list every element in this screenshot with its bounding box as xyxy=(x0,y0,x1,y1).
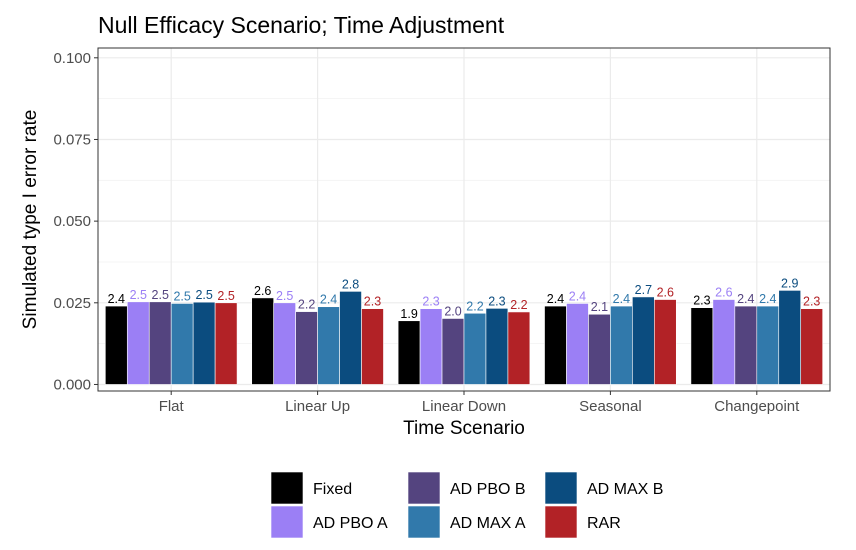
legend-label: AD PBO A xyxy=(313,515,388,532)
bar xyxy=(485,308,509,385)
bar xyxy=(654,299,677,385)
data-label: 2.3 xyxy=(364,295,381,309)
bar xyxy=(544,305,567,385)
x-tick-label: Linear Up xyxy=(285,398,350,415)
legend-label: AD MAX B xyxy=(587,481,663,498)
data-label: 2.6 xyxy=(657,286,674,300)
data-label: 2.5 xyxy=(195,288,212,302)
bar xyxy=(214,302,238,385)
data-label: 2.2 xyxy=(466,299,483,313)
legend-key xyxy=(270,505,304,539)
legend-item: AD PBO B xyxy=(407,471,526,505)
legend-key xyxy=(270,471,304,505)
data-label: 2.7 xyxy=(635,283,652,297)
bar xyxy=(148,301,172,385)
bar xyxy=(105,305,128,385)
bar xyxy=(295,311,318,385)
data-label: 2.5 xyxy=(173,289,190,303)
data-label: 2.4 xyxy=(759,292,776,306)
data-label: 2.4 xyxy=(547,292,564,306)
bar xyxy=(361,308,384,385)
x-axis-title: Time Scenario xyxy=(403,418,525,439)
legend-item: AD MAX B xyxy=(544,471,663,505)
data-label: 2.3 xyxy=(803,295,820,309)
bar xyxy=(778,290,802,385)
bar xyxy=(690,307,714,385)
bar xyxy=(507,311,531,385)
y-tick-label: 0.025 xyxy=(53,295,91,312)
data-label: 2.4 xyxy=(569,289,586,303)
data-label: 1.9 xyxy=(400,307,417,321)
bar xyxy=(566,303,589,385)
legend-item: AD PBO A xyxy=(270,505,388,539)
x-tick-label: Changepoint xyxy=(714,398,800,415)
legend-item: RAR xyxy=(544,505,621,539)
x-tick-label: Seasonal xyxy=(579,398,642,415)
y-tick-label: 0.100 xyxy=(53,50,91,67)
data-label: 2.2 xyxy=(510,298,527,312)
legend-label: RAR xyxy=(587,515,621,532)
data-label: 2.6 xyxy=(254,284,271,298)
bar xyxy=(441,318,465,385)
legend-key xyxy=(544,505,578,539)
data-label: 2.4 xyxy=(108,292,125,306)
bar xyxy=(419,308,443,385)
data-label: 2.6 xyxy=(715,286,732,300)
bar xyxy=(588,313,611,385)
data-label: 2.4 xyxy=(737,292,754,306)
bar xyxy=(251,297,274,385)
data-label: 2.2 xyxy=(298,298,315,312)
bar xyxy=(712,299,736,385)
data-label: 2.5 xyxy=(276,289,293,303)
data-label: 2.4 xyxy=(320,293,337,307)
legend-key xyxy=(544,471,578,505)
legend-key xyxy=(407,505,441,539)
bar xyxy=(339,291,362,385)
data-label: 2.5 xyxy=(130,288,147,302)
x-axis: Flat Linear Up Linear Down Seasonal Changepo… xyxy=(159,391,800,415)
data-label: 2.5 xyxy=(152,288,169,302)
data-label: 2.3 xyxy=(488,294,505,308)
bar xyxy=(610,305,633,385)
data-label: 2.1 xyxy=(591,300,608,314)
data-label: 2.0 xyxy=(444,304,461,318)
data-labels: 2.4 2.5 2.5 2.5 2.5 2.5 2.6 2.5 2.2 2.4 2.8 2.3 1.9 2… xyxy=(108,276,821,320)
bar xyxy=(632,296,655,385)
bar xyxy=(734,305,758,385)
bar xyxy=(273,302,296,385)
bar xyxy=(170,303,194,385)
bar xyxy=(800,308,823,385)
data-label: 2.3 xyxy=(693,294,710,308)
legend-item: AD MAX A xyxy=(407,505,526,539)
y-tick-label: 0.075 xyxy=(53,131,91,148)
bar xyxy=(317,306,340,385)
legend-label: AD MAX A xyxy=(450,515,526,532)
data-label: 2.4 xyxy=(613,292,630,306)
bar xyxy=(463,312,487,385)
bar xyxy=(126,301,150,385)
data-label: 2.3 xyxy=(422,295,439,309)
data-label: 2.9 xyxy=(781,276,798,290)
y-tick-label: 0.050 xyxy=(53,213,91,230)
bars xyxy=(105,290,823,385)
legend-key xyxy=(407,471,441,505)
x-tick-label: Linear Down xyxy=(422,398,506,415)
data-label: 2.5 xyxy=(217,289,234,303)
legend-label: Fixed xyxy=(313,481,352,498)
y-tick-label: 0.000 xyxy=(53,376,91,393)
data-label: 2.8 xyxy=(342,277,359,291)
legend: Fixed AD PBO A AD PBO B AD MAX A AD MAX B RAR xyxy=(270,471,663,539)
bar xyxy=(192,301,216,385)
legend-label: AD PBO B xyxy=(450,481,526,498)
x-tick-label: Flat xyxy=(159,398,185,415)
y-axis-title: Simulated type I error rate xyxy=(20,110,41,330)
bar xyxy=(397,320,421,385)
bar xyxy=(756,305,780,385)
legend-item: Fixed xyxy=(270,471,352,505)
chart-title: Null Efficacy Scenario; Time Adjustment xyxy=(98,12,505,38)
y-axis: 0.000 0.025 0.050 0.075 0.100 xyxy=(53,50,98,393)
